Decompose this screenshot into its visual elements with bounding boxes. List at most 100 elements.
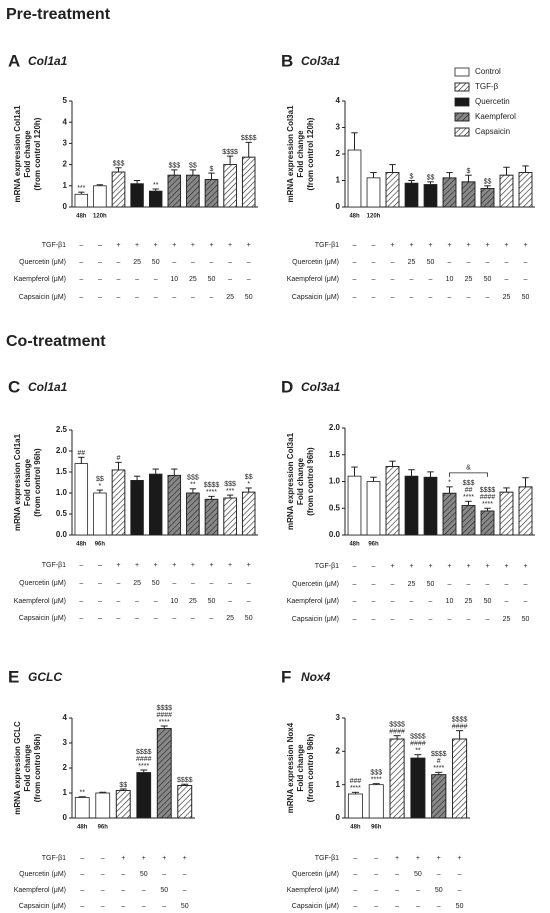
panel-letter: A xyxy=(8,51,20,70)
treatment-cell: – xyxy=(154,276,158,283)
y-axis-label: (from control 96h) xyxy=(306,733,315,802)
significance-label: *** xyxy=(226,488,234,495)
y-tick-label: 1 xyxy=(336,176,341,185)
treatment-cell: – xyxy=(80,903,84,910)
treatment-cell: + xyxy=(209,562,213,569)
treatment-cell: 50 xyxy=(208,276,216,283)
y-tick-label: 3 xyxy=(336,123,341,132)
bar-hatch xyxy=(177,785,193,819)
y-tick-label: 2 xyxy=(336,149,341,158)
treatment-cell: – xyxy=(80,871,84,878)
bar xyxy=(130,183,144,208)
treatment-cell: 50 xyxy=(245,294,253,301)
treatment-cell: 50 xyxy=(427,259,435,266)
significance-label: # xyxy=(117,455,121,462)
treatment-cell: + xyxy=(466,563,470,570)
y-tick-label: 1 xyxy=(336,780,341,789)
bar-hatch xyxy=(499,174,514,208)
y-tick-label: 0.0 xyxy=(56,530,68,539)
treatment-cell: – xyxy=(98,615,102,622)
treatment-cell: 10 xyxy=(170,598,178,605)
legend-label: Control xyxy=(475,67,501,76)
treatment-cell: – xyxy=(372,276,376,283)
treatment-cell: – xyxy=(374,871,378,878)
significance-label: #### xyxy=(480,494,496,501)
treatment-cell: + xyxy=(416,855,420,862)
treatment-cell: + xyxy=(135,562,139,569)
treatment-cell: – xyxy=(374,855,378,862)
treatment-cell: – xyxy=(154,294,158,301)
significance-label: $ xyxy=(210,166,214,173)
x-tick-label: 96h xyxy=(371,825,382,831)
treatment-cell: – xyxy=(228,276,232,283)
y-tick-label: 0 xyxy=(63,202,68,211)
bar-hatch xyxy=(385,466,400,536)
treatment-cell: – xyxy=(391,259,395,266)
treatment-cell: + xyxy=(409,563,413,570)
treatment-cell: – xyxy=(486,259,490,266)
bar xyxy=(404,182,419,208)
significance-label: **** xyxy=(433,765,444,772)
y-tick-label: 1 xyxy=(63,788,68,797)
significance-label: ### xyxy=(350,778,362,785)
treatment-cell: – xyxy=(79,276,83,283)
treatment-label: Capsaicin (μM) xyxy=(19,615,66,622)
treatment-label: Kaempferol (μM) xyxy=(14,887,66,894)
treatment-cell: – xyxy=(374,887,378,894)
treatment-cell: – xyxy=(117,276,121,283)
treatment-cell: – xyxy=(142,903,146,910)
y-tick-label: 3 xyxy=(336,713,341,722)
treatment-label: Quercetin (μM) xyxy=(19,580,66,587)
treatment-label: Kaempferol (μM) xyxy=(287,276,339,283)
significance-label: $$ xyxy=(119,782,127,789)
significance-label: ** xyxy=(153,182,159,189)
treatment-cell: – xyxy=(121,871,125,878)
treatment-cell: – xyxy=(79,580,83,587)
treatment-cell: – xyxy=(353,903,357,910)
x-tick-label: 96h xyxy=(368,542,379,548)
treatment-cell: – xyxy=(135,598,139,605)
legend-swatch xyxy=(454,67,470,77)
treatment-cell: – xyxy=(353,294,357,301)
significance-label: # xyxy=(437,758,441,765)
x-tick-label: 48h xyxy=(76,542,87,548)
significance-label: *** xyxy=(77,185,85,192)
treatment-cell: – xyxy=(467,616,471,623)
y-tick-label: 3 xyxy=(63,139,68,148)
treatment-cell: + xyxy=(247,562,251,569)
treatment-cell: – xyxy=(210,580,214,587)
treatment-cell: – xyxy=(410,294,414,301)
treatment-cell: – xyxy=(191,259,195,266)
bar-hatch xyxy=(452,738,468,819)
x-tick-label: 48h xyxy=(350,825,361,831)
treatment-cell: – xyxy=(486,294,490,301)
treatment-label: TGF-β1 xyxy=(42,242,66,249)
significance-label: **** xyxy=(206,489,217,496)
treatment-cell: 25 xyxy=(226,615,234,622)
treatment-label: Quercetin (μM) xyxy=(19,871,66,878)
treatment-cell: – xyxy=(410,616,414,623)
significance-label: #### xyxy=(136,756,152,763)
y-axis-label: mRNA expression Col3a1 xyxy=(286,105,295,203)
significance-label: $$$$ xyxy=(177,777,193,784)
bracket xyxy=(449,472,488,477)
x-tick-label: 120h xyxy=(367,214,381,220)
bar-hatch xyxy=(518,172,533,208)
bracket-label: & xyxy=(466,465,471,472)
treatment-cell: + xyxy=(504,563,508,570)
bar xyxy=(136,772,152,819)
treatment-cell: + xyxy=(228,562,232,569)
bar xyxy=(74,797,90,819)
treatment-label: Capsaicin (μM) xyxy=(19,294,66,301)
treatment-cell: – xyxy=(117,598,121,605)
treatment-cell: – xyxy=(210,259,214,266)
treatment-cell: – xyxy=(467,294,471,301)
treatment-cell: – xyxy=(353,871,357,878)
bar xyxy=(74,463,89,536)
panel-letter: C xyxy=(8,377,20,396)
treatment-cell: – xyxy=(183,887,187,894)
treatment-cell: 50 xyxy=(152,580,160,587)
panel-letter: B xyxy=(281,51,293,70)
significance-label: * xyxy=(448,480,451,487)
significance-label: **** xyxy=(350,785,361,792)
